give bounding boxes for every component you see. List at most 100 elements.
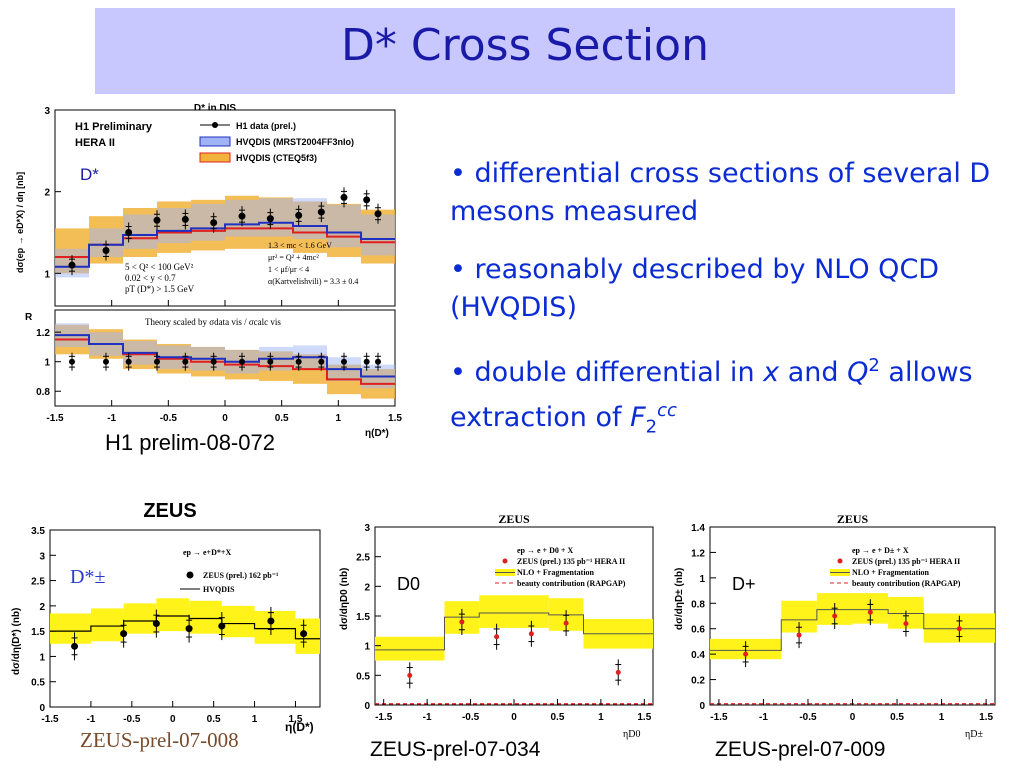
legend-swatch xyxy=(199,152,231,163)
mrst-band xyxy=(327,204,361,248)
h1-chart: D* in DIS 1 2 3 dσ(ep → eD*X) / dη [nb] H1 Pr… xyxy=(15,103,402,439)
y-tick-label: 2 xyxy=(364,582,370,593)
h1-label: H1 Preliminary xyxy=(75,121,153,133)
data-point xyxy=(374,210,382,218)
x-axis-label: ηD± xyxy=(965,729,983,740)
hvqdis-band xyxy=(189,600,222,634)
particle-label: D0 xyxy=(397,574,420,594)
x-tick-label: -0.5 xyxy=(123,714,141,725)
data-point xyxy=(185,625,193,633)
bullet-sup: 2 xyxy=(868,355,880,376)
mrst-band xyxy=(259,198,293,237)
x-tick-label: -1 xyxy=(86,714,95,725)
y-tick-label: 0.4 xyxy=(691,650,705,661)
hvqdis-band xyxy=(295,618,320,654)
y-tick-label: 0.8 xyxy=(36,387,50,398)
x-tick-label: 0.5 xyxy=(275,413,289,424)
nlo-line xyxy=(375,612,653,651)
y-tick-label: 0 xyxy=(364,701,370,712)
x-axis-label: η(D*) xyxy=(365,428,389,439)
x-tick-label: 0.5 xyxy=(207,714,221,725)
data-point xyxy=(210,358,217,365)
y-tick-label: 1.5 xyxy=(31,627,45,638)
data-point xyxy=(832,613,838,619)
data-point xyxy=(218,622,226,630)
particle-label: D* xyxy=(80,165,99,184)
y-axis-label: dσ/dηD0 (nb) xyxy=(339,568,350,630)
data-point xyxy=(407,672,413,678)
bullet-var-q: Q xyxy=(847,357,869,388)
bullet-item: • differential cross sections of several… xyxy=(450,155,1010,231)
x-tick-label: -1.5 xyxy=(41,714,59,725)
x-tick-label: 1 xyxy=(252,714,258,725)
param-label: 1.3 < mc < 1.6 GeV xyxy=(268,241,332,250)
x-tick-label: -1.5 xyxy=(710,712,728,723)
x-tick-label: 1 xyxy=(336,413,342,424)
data-point xyxy=(363,358,370,365)
legend-label: ZEUS (prel.) 135 pb⁻¹ HERA II xyxy=(517,557,625,566)
data-point xyxy=(153,216,161,224)
x-axis-label: η(D*) xyxy=(285,720,314,734)
data-point xyxy=(267,617,275,625)
y-tick-label: 1.2 xyxy=(36,328,50,339)
cut-label: 5 < Q² < 100 GeV² xyxy=(125,262,194,272)
bullet-text: and xyxy=(779,357,848,388)
legend-header: ep → e + D0 + X xyxy=(517,546,573,555)
hvqdis-band xyxy=(156,598,190,632)
data-point xyxy=(182,358,189,365)
y-tick-label: 2 xyxy=(44,188,50,199)
legend-marker xyxy=(502,558,508,564)
y-axis-label: dσ/dηD± (nb) xyxy=(674,568,685,630)
data-point xyxy=(267,358,274,365)
bullet-marker: • xyxy=(450,254,466,285)
x-tick-label: -0.5 xyxy=(462,712,480,723)
y-tick-label: 1 xyxy=(44,358,50,369)
bullet-text: allows extraction of xyxy=(450,357,973,433)
cut-label: pT (D*) > 1.5 GeV xyxy=(125,284,195,294)
y-tick-label: 2.5 xyxy=(31,577,45,588)
hvqdis-band xyxy=(50,613,91,644)
x-tick-label: 1.5 xyxy=(637,712,651,723)
ratio-axis-label: R xyxy=(25,312,33,323)
legend-marker xyxy=(212,122,218,128)
x-tick-label: -1.5 xyxy=(375,712,393,723)
x-tick-label: 0 xyxy=(170,714,176,725)
data-point xyxy=(867,609,873,615)
hvqdis-band xyxy=(221,605,255,638)
y-tick-label: 3 xyxy=(39,551,45,562)
y-tick-label: 0.5 xyxy=(356,671,370,682)
x-tick-label: 1.5 xyxy=(289,714,303,725)
data-point xyxy=(295,211,303,219)
y-tick-label: 1.4 xyxy=(691,523,705,534)
particle-label: D*± xyxy=(70,566,105,588)
bullet-text: double differential in xyxy=(474,357,764,388)
data-point xyxy=(103,358,109,365)
bullet-text: reasonably described by NLO QCD (HVQDIS) xyxy=(450,254,940,323)
x-tick-label: -0.5 xyxy=(160,413,178,424)
param-label: μr² = Q² + 4mc² xyxy=(268,253,319,262)
nlo-line xyxy=(710,609,995,651)
legend-marker xyxy=(186,571,194,579)
y-tick-label: 0.8 xyxy=(691,599,705,610)
x-tick-label: 0.5 xyxy=(550,712,564,723)
bullet-var-f: F xyxy=(630,402,646,433)
chart-title: ZEUS xyxy=(837,512,869,526)
x-tick-label: -1 xyxy=(107,413,116,424)
legend-label: NLO + Fragmentation xyxy=(517,568,595,577)
bullet-marker: • xyxy=(450,357,466,388)
x-tick-label: -0.5 xyxy=(799,712,817,723)
data-point xyxy=(903,621,909,627)
bullet-sup: cc xyxy=(657,400,677,421)
caption-h1: H1 prelim-08-072 xyxy=(105,430,275,455)
zeus-dstar-chart: ZEUS -1.5 -1 -0.5 0 0.5 1 1.5 0 0.5 1 1.5 2 2.5 3 3.5 dσ… xyxy=(11,500,321,734)
y-axis-label: dσ(ep → eD*X) / dη [nb] xyxy=(15,172,25,273)
y-axis-label: dσ/dη(D*) (nb) xyxy=(11,608,22,675)
data-point xyxy=(528,631,534,637)
data-point xyxy=(363,196,371,204)
y-tick-label: 3.5 xyxy=(31,526,45,537)
data-point xyxy=(459,619,465,625)
data-point xyxy=(796,632,802,638)
ratio-note: Theory scaled by σdata vis / σcalc vis xyxy=(145,317,281,327)
legend-label: ZEUS (prel.) 135 pb⁻¹ HERA II xyxy=(852,557,960,566)
page-title: D* Cross Section xyxy=(341,20,709,71)
